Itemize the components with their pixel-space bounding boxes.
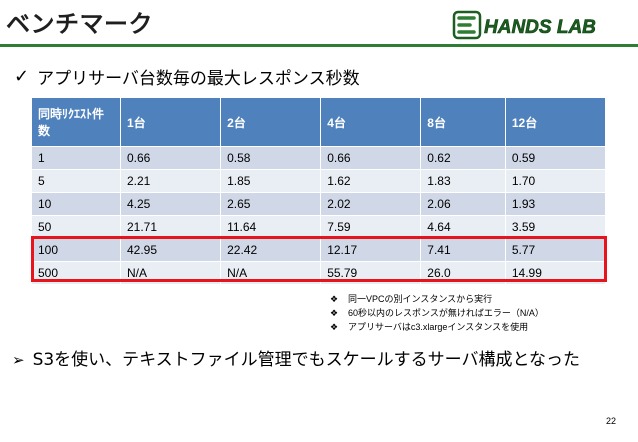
table-cell: 1.83 <box>420 169 506 193</box>
table-cell: 21.71 <box>120 215 222 239</box>
header-cell: 同時ﾘｸｴｽﾄ件数 <box>32 98 121 147</box>
table-cell: 0.66 <box>320 146 422 170</box>
header-cell: 1台 <box>120 98 222 147</box>
table-cell: N/A <box>120 261 222 284</box>
header-cell: 2台 <box>220 98 322 147</box>
table-cell: 55.79 <box>320 261 422 284</box>
table-cell: 14.99 <box>505 261 607 284</box>
table-cell: 5 <box>32 169 121 193</box>
header-cell: 12台 <box>505 98 607 147</box>
table-row: 5 2.21 1.85 1.62 1.83 1.70 <box>32 169 607 193</box>
heading-s3-conclusion-text: S3を使い、テキストファイル管理でもスケールするサーバ構成となった <box>32 350 580 370</box>
table-cell: 1.62 <box>320 169 422 193</box>
diamond-bullet-icon: ❖ <box>330 308 339 318</box>
table-cell: 1.85 <box>220 169 322 193</box>
table-cell: 7.41 <box>420 238 506 262</box>
heading-s3-conclusion: ➢ S3を使い、テキストファイル管理でもスケールするサーバ構成となった <box>12 348 612 372</box>
table-cell: 2.21 <box>120 169 222 193</box>
table-cell: 2.06 <box>420 192 506 216</box>
heading-max-response: ✓ アプリサーバ台数毎の最大レスポンス秒数 <box>14 64 360 89</box>
table-cell: 2.65 <box>220 192 322 216</box>
table-cell: 2.02 <box>320 192 422 216</box>
diamond-bullet-icon: ❖ <box>330 322 339 332</box>
note-item: ❖ 60秒以内のレスポンスが無ければエラー（N/A） <box>330 306 544 320</box>
table-cell: 50 <box>32 215 121 239</box>
table-cell: 500 <box>32 261 121 284</box>
slide-title: ベンチマーク <box>6 10 153 38</box>
arrow-bullet-icon: ➢ <box>12 351 25 369</box>
table-cell: 26.0 <box>420 261 506 284</box>
table-cell: 0.66 <box>120 146 222 170</box>
highlight-box <box>31 236 607 282</box>
table-cell: 7.59 <box>320 215 422 239</box>
note-item: ❖ アプリサーバはc3.xlargeインスタンスを使用 <box>330 320 544 334</box>
hands-lab-logo: HANDS LAB <box>452 10 630 40</box>
heading-max-response-text: アプリサーバ台数毎の最大レスポンス秒数 <box>37 69 360 89</box>
table-cell: 1.70 <box>505 169 607 193</box>
table-cell: 0.62 <box>420 146 506 170</box>
table-cell: 12.17 <box>320 238 422 262</box>
table-cell: 0.59 <box>505 146 607 170</box>
table-cell: N/A <box>220 261 322 284</box>
page-number: 22 <box>605 416 616 426</box>
note-text: アプリサーバはc3.xlargeインスタンスを使用 <box>348 322 529 332</box>
table-cell: 1.93 <box>505 192 607 216</box>
table-row-highlighted: 100 42.95 22.42 12.17 7.41 5.77 <box>32 238 607 262</box>
notes-list: ❖ 同一VPCの別インスタンスから実行 ❖ 60秒以内のレスポンスが無ければエラ… <box>330 292 544 334</box>
table-cell: 42.95 <box>120 238 222 262</box>
table-cell: 10 <box>32 192 121 216</box>
benchmark-table: 同時ﾘｸｴｽﾄ件数 1台 2台 4台 8台 12台 1 0.66 0.58 0.… <box>32 98 607 284</box>
table-row: 50 21.71 11.64 7.59 4.64 3.59 <box>32 215 607 239</box>
logo-text: HANDS LAB <box>484 17 596 38</box>
table-cell: 4.64 <box>420 215 506 239</box>
table-cell: 1 <box>32 146 121 170</box>
header-cell: 4台 <box>320 98 422 147</box>
table-cell: 11.64 <box>220 215 322 239</box>
table-row-highlighted: 500 N/A N/A 55.79 26.0 14.99 <box>32 261 607 284</box>
table-header-row: 同時ﾘｸｴｽﾄ件数 1台 2台 4台 8台 12台 <box>32 98 607 147</box>
table-cell: 3.59 <box>505 215 607 239</box>
table-cell: 100 <box>32 238 121 262</box>
check-icon: ✓ <box>14 66 30 87</box>
table-cell: 5.77 <box>505 238 607 262</box>
table-row: 10 4.25 2.65 2.02 2.06 1.93 <box>32 192 607 216</box>
title-rule <box>0 44 638 47</box>
logo-mark-icon <box>452 10 482 40</box>
table-cell: 4.25 <box>120 192 222 216</box>
table-row: 1 0.66 0.58 0.66 0.62 0.59 <box>32 146 607 170</box>
diamond-bullet-icon: ❖ <box>330 294 339 304</box>
note-item: ❖ 同一VPCの別インスタンスから実行 <box>330 292 544 306</box>
header-cell: 8台 <box>420 98 506 147</box>
note-text: 同一VPCの別インスタンスから実行 <box>348 294 493 304</box>
note-text: 60秒以内のレスポンスが無ければエラー（N/A） <box>348 308 544 318</box>
table-cell: 0.58 <box>220 146 322 170</box>
table-cell: 22.42 <box>220 238 322 262</box>
